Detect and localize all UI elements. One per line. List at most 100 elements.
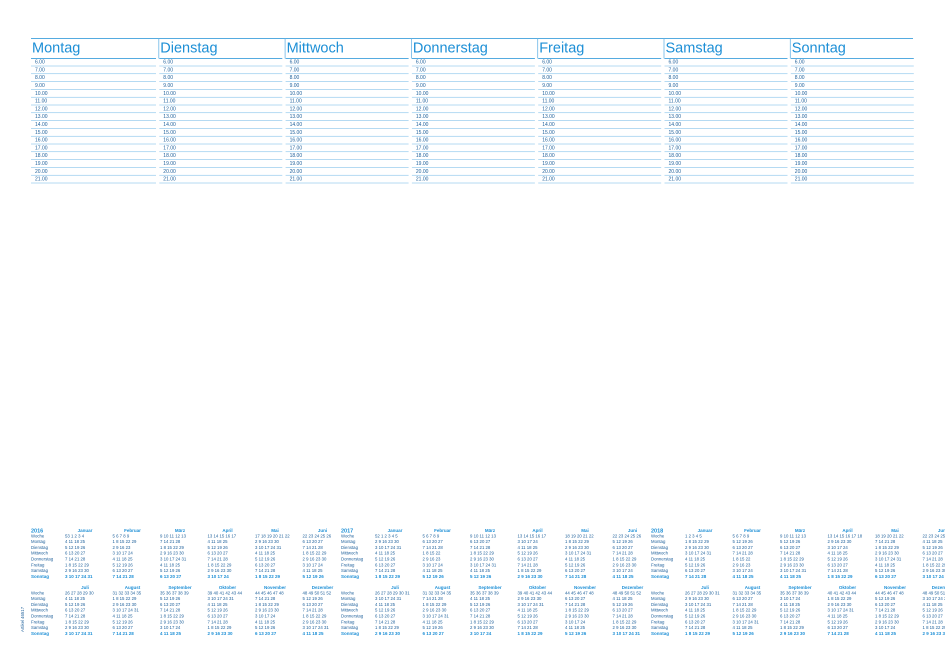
- hour-label: 20.00: [290, 169, 303, 175]
- month-row: 6 13 20 27: [923, 614, 944, 619]
- month-row: 2 9 16 23 30: [733, 614, 758, 619]
- month-row: 2 9 16 23 30: [780, 562, 805, 567]
- month-row: 6 13 20 27: [255, 631, 277, 636]
- month-row: 3 10 17 24: [565, 619, 586, 624]
- hour-label: 19.00: [795, 161, 808, 167]
- row-label: Freitag: [31, 619, 45, 624]
- month-row: 48 49 50 51 52: [303, 590, 332, 595]
- month-row: 7 14 21 28: [565, 574, 587, 579]
- month-row: 1 8 15 22 29: [780, 557, 805, 562]
- month-row: 1 8 15 22 29: [828, 574, 854, 579]
- row-label: Samstag: [651, 568, 669, 573]
- hour-label: 21.00: [542, 177, 555, 183]
- month-row: 13 14 15 16 17 18: [828, 533, 863, 538]
- month-row: 2 9 16 23 30: [518, 596, 543, 601]
- month-row: 6 13 20 27: [160, 574, 182, 579]
- month-row: 1 8 15 22 29: [255, 574, 281, 579]
- month-row: 9 10 11 12 13: [780, 533, 807, 538]
- month-row: 6 13 20 27: [375, 562, 396, 567]
- month-row: 2 9 16 23: [733, 562, 752, 567]
- row-label: Sonntag: [31, 574, 49, 579]
- month-name: April: [842, 528, 852, 533]
- month-row: 4 11 18 25: [875, 562, 896, 567]
- month-row: 1 8 15 22 29: [565, 539, 590, 544]
- month-row: 7 14 21 28: [375, 619, 396, 624]
- month-row: 44 45 46 47 48: [255, 590, 284, 595]
- row-label: Woche: [651, 533, 665, 538]
- hour-label: 15.00: [542, 130, 555, 136]
- month-row: 4 11 18 25: [613, 596, 634, 601]
- hour-label: 14.00: [542, 122, 555, 128]
- day-heading: Mittwoch: [287, 40, 344, 56]
- row-label: Montag: [651, 596, 666, 601]
- month-row: 7 14 21 28: [613, 551, 634, 556]
- hour-label: 12.00: [795, 106, 808, 112]
- row-label: Donnerstag: [651, 557, 674, 562]
- hour-label: 19.00: [669, 161, 682, 167]
- month-row: 5 12 19 26: [518, 551, 539, 556]
- month-row: 1 8 15 22 29: [613, 619, 638, 624]
- month-row: 2 9 16 23 30: [423, 608, 448, 613]
- month-row: 4 11 18 25: [828, 551, 849, 556]
- month-row: 7 14 21 28: [65, 557, 86, 562]
- hour-label: 13.00: [416, 114, 429, 120]
- month-row: 1 8 15 22 29: [923, 625, 945, 630]
- month-row: 5 12 19 26: [255, 625, 276, 630]
- hour-label: 21.00: [35, 177, 48, 183]
- hour-label: 7.00: [416, 67, 426, 73]
- month-row: 4 11 18 25: [65, 539, 86, 544]
- month-row: 1 8 15 22 29: [303, 614, 328, 619]
- month-row: 3 10 17 24: [470, 631, 492, 636]
- month-row: 3 10 17 24 31: [65, 631, 93, 636]
- month-row: 1 8 15 22 29: [255, 602, 280, 607]
- month-row: 3 10 17 24 31: [208, 596, 235, 601]
- hour-label: 15.00: [35, 130, 48, 136]
- hour-label: 15.00: [163, 130, 176, 136]
- month-row: 13 14 15 16 17: [208, 533, 237, 538]
- month-row: 5 6 7 8 9: [423, 533, 440, 538]
- month-row: 1 8 15 22 29: [923, 562, 945, 567]
- hour-label: 21.00: [290, 177, 303, 183]
- month-row: 6 13 20 27: [733, 596, 754, 601]
- month-row: 35 36 37 38 39: [160, 590, 189, 595]
- month-row: 5 12 19 26: [65, 602, 86, 607]
- month-row: 2 9 16 23 30: [828, 602, 853, 607]
- month-row: 3 10 17 24 31: [780, 568, 807, 573]
- month-row: 5 12 19 26: [113, 562, 134, 567]
- month-row: 2 9 16 23: [113, 545, 132, 550]
- month-row: 7 14 21 28: [685, 625, 706, 630]
- month-row: 2 9 16 23 30: [113, 602, 138, 607]
- month-row: 7 14 21 28: [733, 602, 754, 607]
- hour-label: 7.00: [290, 67, 300, 73]
- month-row: 3 10 17 24: [518, 539, 539, 544]
- hour-label: 14.00: [669, 122, 682, 128]
- row-label: Donnerstag: [651, 614, 674, 619]
- month-row: 3 10 17 24: [923, 574, 945, 579]
- month-row: 4 11 18 25: [780, 602, 801, 607]
- month-name: November: [574, 585, 596, 590]
- month-row: 1 8 15 22 29: [875, 545, 900, 550]
- hour-label: 14.00: [795, 122, 808, 128]
- month-row: 7 14 21 28: [923, 619, 944, 624]
- month-row: 35 36 37 38 39: [470, 590, 499, 595]
- month-row: 3 10 17 24 31: [875, 557, 902, 562]
- day-heading: Sonntag: [792, 40, 846, 56]
- hour-label: 19.00: [290, 161, 303, 167]
- month-name: August: [745, 585, 761, 590]
- row-label: Woche: [341, 590, 355, 595]
- month-row: 4 11 18 25: [65, 596, 86, 601]
- month-row: 5 12 19 26: [780, 608, 801, 613]
- month-row: 5 12 19 26: [518, 614, 539, 619]
- day-heading: Samstag: [666, 40, 723, 56]
- row-label: Mittwoch: [31, 551, 49, 556]
- month-row: 5 12 19 26: [828, 557, 849, 562]
- month-row: 3 10 17 24 31: [828, 608, 855, 613]
- month-row: 2 9 16 23 30: [208, 568, 233, 573]
- hour-label: 17.00: [669, 145, 682, 151]
- month-row: 6 13 20 27: [733, 545, 754, 550]
- month-row: 7 14 21 28: [875, 608, 896, 613]
- month-row: 31 32 33 34 35: [113, 590, 142, 595]
- month-row: 2 9 16 23 30: [613, 625, 638, 630]
- month-row: 4 11 18 25: [923, 539, 944, 544]
- hour-label: 21.00: [163, 177, 176, 183]
